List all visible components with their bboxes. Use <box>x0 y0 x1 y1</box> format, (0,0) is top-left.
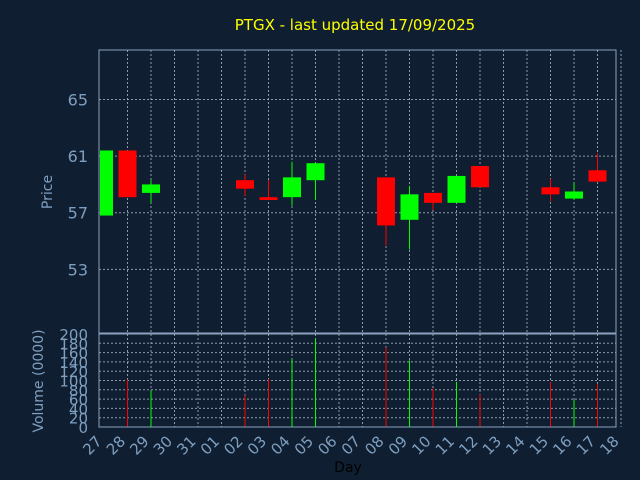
candle-body-02 <box>236 180 254 189</box>
candle-body-29 <box>142 184 160 193</box>
price-y-tick-label: 61 <box>68 147 88 166</box>
volume-y-tick-label: 40 <box>69 400 88 418</box>
volume-y-tick-label: 180 <box>59 335 88 353</box>
candle-body-08 <box>377 177 395 226</box>
candle-body-17 <box>588 170 607 182</box>
price-plot-border <box>98 49 617 334</box>
x-ticks: 2728293031010203040506070809101112131415… <box>79 432 622 458</box>
volume-bars <box>127 338 598 427</box>
price-y-tick-label: 53 <box>68 260 88 279</box>
volume-y-tick-label: 200 <box>59 326 88 344</box>
candle-body-16 <box>565 191 583 199</box>
candle-body-04 <box>283 177 301 198</box>
volume-y-tick-label: 140 <box>59 354 88 372</box>
volume-y-tick-label: 0 <box>78 419 88 437</box>
candle-body-27 <box>100 150 113 216</box>
candle-body-09 <box>400 194 419 220</box>
volume-y-tick-label: 60 <box>69 391 88 409</box>
volume-y-tick-label: 120 <box>59 363 88 381</box>
price-axis-label: Price <box>40 175 56 209</box>
candle-body-10 <box>424 192 442 203</box>
volume-y-tick-label: 100 <box>59 373 88 391</box>
price-y-tick-label: 65 <box>68 91 88 110</box>
price-candles <box>100 150 607 250</box>
price-y-ticks: 53 57 61 65 <box>68 91 88 280</box>
candle-body-11 <box>447 175 466 203</box>
volume-plot-border <box>98 333 617 428</box>
candle-body-15 <box>541 187 560 195</box>
volume-axis-label: Volume (0000) <box>31 329 47 432</box>
x-axis-label: Day <box>334 460 362 476</box>
candle-body-05 <box>306 163 325 181</box>
candle-body-28 <box>118 150 137 198</box>
candle-body-12 <box>471 166 489 188</box>
chart-title: PTGX - last updated 17/09/2025 <box>235 16 475 34</box>
volume-y-tick-label: 20 <box>69 410 88 428</box>
volume-y-tick-label: 80 <box>69 382 88 400</box>
price-y-tick-label: 57 <box>68 204 88 223</box>
volume-y-tick-label: 160 <box>59 345 88 363</box>
candle-body-03 <box>259 197 278 200</box>
